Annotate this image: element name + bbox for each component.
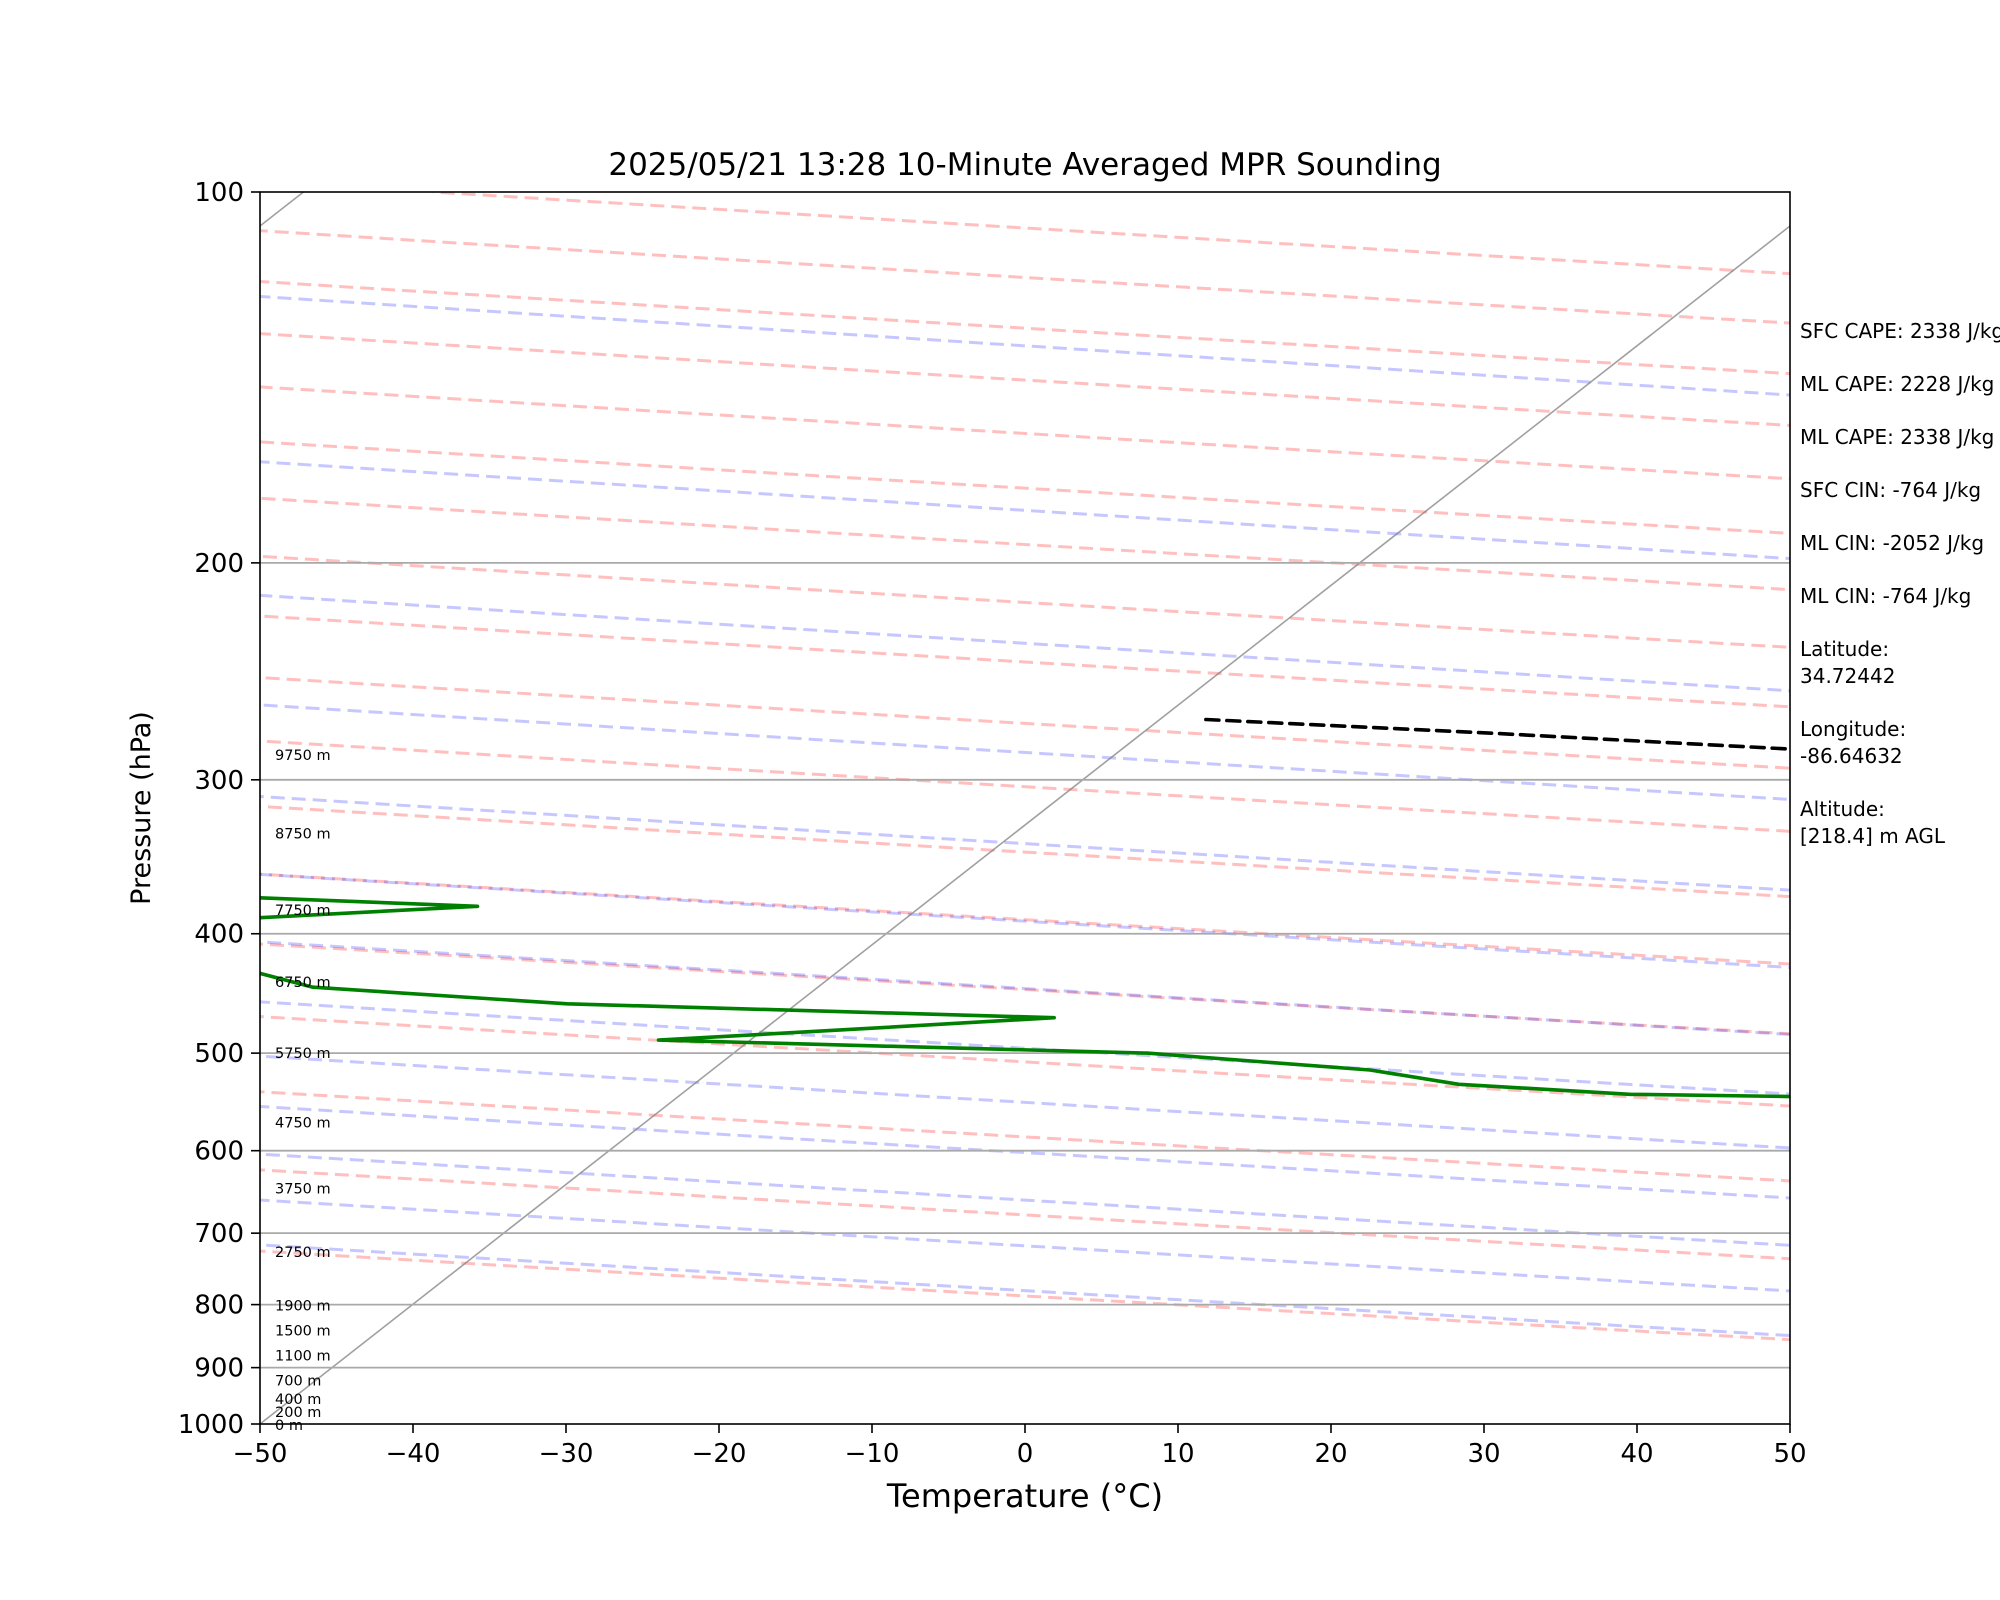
info-line: SFC CIN: -764 J/kg: [1800, 478, 1982, 502]
y-tick-label: 700: [194, 1219, 244, 1249]
info-line: ML CIN: -764 J/kg: [1800, 584, 1972, 608]
dry-adiabat: [260, 332, 1790, 427]
height-label: 9750 m: [275, 748, 331, 764]
height-label: 700 m: [275, 1373, 321, 1389]
dry-adiabat: [260, 676, 1790, 770]
height-label: 3750 m: [275, 1182, 331, 1198]
chart-title: 2025/05/21 13:28 10-Minute Averaged MPR …: [608, 147, 1441, 183]
y-tick-label: 900: [194, 1354, 244, 1384]
dry-adiabat: [432, 192, 1790, 276]
x-tick-label: −10: [845, 1439, 900, 1469]
height-label: 7750 m: [275, 903, 331, 919]
x-tick-label: −30: [539, 1439, 594, 1469]
x-tick-label: 10: [1161, 1439, 1194, 1469]
x-tick-label: −20: [692, 1439, 747, 1469]
sounding-profiles: [260, 717, 1790, 1099]
info-line: ML CAPE: 2338 J/kg: [1800, 425, 1995, 449]
info-line: ML CIN: -2052 J/kg: [1800, 531, 1985, 555]
moist-adiabat: [260, 593, 1790, 693]
x-tick-label: 30: [1467, 1439, 1500, 1469]
dry-adiabat: [260, 554, 1790, 649]
moist-adiabat: [260, 1054, 1790, 1150]
dry-adiabat: [260, 614, 1790, 709]
dewpoint-profile: [260, 895, 1790, 1099]
x-tick-label: 40: [1620, 1439, 1653, 1469]
y-tick-label: 300: [194, 766, 244, 796]
x-tick-label: 20: [1314, 1439, 1347, 1469]
info-line: Longitude: -86.64632: [1800, 717, 1907, 768]
y-tick-label: 600: [194, 1137, 244, 1167]
dry-adiabat: [260, 739, 1790, 833]
info-line: Altitude: [218.4] m AGL: [1800, 797, 1946, 848]
dry-adiabat: [260, 942, 1790, 1036]
x-tick-label: 0: [1017, 1439, 1034, 1469]
dry-adiabat: [260, 229, 1790, 325]
y-axis-label: Pressure (hPa): [126, 711, 157, 905]
dry-adiabat: [260, 872, 1790, 966]
height-label: 1100 m: [275, 1348, 331, 1364]
height-label: 4750 m: [275, 1115, 331, 1131]
height-label: 1900 m: [275, 1299, 331, 1315]
height-label: 6750 m: [275, 975, 331, 991]
height-label: 200 m: [275, 1405, 321, 1421]
y-tick-label: 500: [194, 1039, 244, 1069]
plot-frame: [259, 191, 1791, 1425]
y-tick-label: 800: [194, 1291, 244, 1321]
y-tick-label: 200: [194, 549, 244, 579]
info-line: ML CAPE: 2228 J/kg: [1800, 372, 1995, 396]
dry-adiabat: [260, 385, 1790, 481]
dry-adiabat: [260, 440, 1790, 535]
x-tick-label: −50: [233, 1439, 288, 1469]
height-label: 400 m: [275, 1392, 321, 1408]
dry-adiabat: [260, 1168, 1790, 1261]
x-axis-label: Temperature (°C): [886, 1477, 1163, 1515]
y-tick-label: 1000: [178, 1410, 244, 1440]
height-label: 5750 m: [275, 1046, 331, 1062]
x-tick-label: −40: [386, 1439, 441, 1469]
height-label: 8750 m: [275, 826, 331, 842]
isotherm: [260, 224, 1790, 1424]
dry-adiabat: [260, 804, 1790, 899]
y-axis-ticks: 100 200 300 400 500 600 700 800 900 1000: [178, 178, 260, 1440]
dry-adiabat: [260, 1249, 1790, 1342]
y-tick-label: 400: [194, 920, 244, 950]
dry-adiabat: [260, 496, 1790, 592]
height-label: 0 m: [275, 1418, 303, 1434]
dry-adiabat: [260, 1090, 1790, 1183]
x-axis-ticks: −50 −40 −30 −20 −10 0 10 20 30 40 50: [233, 1424, 1807, 1469]
height-label: 1500 m: [275, 1323, 331, 1339]
y-tick-label: 100: [194, 178, 244, 208]
info-line: SFC CAPE: 2338 J/kg: [1800, 319, 2000, 343]
info-line: Latitude: 34.72442: [1800, 637, 1896, 688]
dry-adiabat: [260, 280, 1790, 376]
x-tick-label: 50: [1773, 1439, 1806, 1469]
height-label: 2750 m: [275, 1245, 331, 1261]
dry-adiabat: [260, 1015, 1790, 1108]
background-reference-lines: [260, 192, 1790, 1424]
isobar-gridlines: [260, 561, 1790, 1369]
